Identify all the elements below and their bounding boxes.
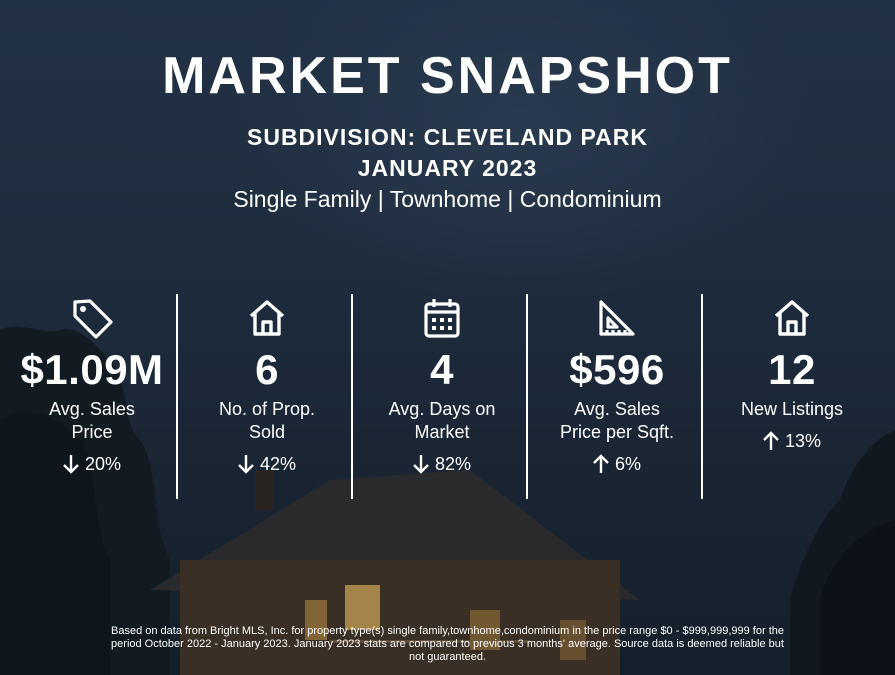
stat-change: 42%: [179, 452, 355, 476]
arrow-down-icon: [238, 455, 254, 474]
stat-days-on-market: 4 Avg. Days on Market 82%: [354, 296, 530, 476]
page-title: MARKET SNAPSHOT: [162, 47, 733, 105]
subdivision-heading: SUBDIVISION: CLEVELAND PARK: [247, 124, 648, 150]
stat-change: 6%: [529, 452, 705, 476]
stat-divider: [176, 294, 178, 499]
footnote-line: period October 2022 - January 2023. Janu…: [111, 638, 784, 650]
stat-change-value: 13%: [784, 431, 822, 451]
stat-label-line: Avg. Sales: [49, 399, 135, 419]
arrow-up-icon: [593, 454, 609, 473]
stat-change-value: 20%: [84, 454, 122, 474]
stat-change-value: 42%: [259, 454, 297, 474]
stat-price-per-sqft: $596 Avg. Sales Price per Sqft. 6%: [529, 296, 705, 476]
property-types: Single Family | Townhome | Condominium: [233, 186, 662, 212]
footnote-line: Based on data from Bright MLS, Inc. for …: [111, 625, 784, 637]
stat-value: $596: [569, 346, 665, 393]
stat-label-line: Sold: [248, 422, 286, 442]
set-square-ruler-icon: [529, 296, 705, 340]
house-icon: [179, 296, 355, 340]
arrow-down-icon: [413, 455, 429, 474]
stat-label-line: Avg. Sales: [574, 399, 660, 419]
stat-label-line: Price per Sqft.: [559, 422, 675, 442]
stat-value: 12: [768, 346, 816, 393]
stat-divider: [701, 294, 703, 499]
stat-change: 13%: [704, 429, 880, 453]
stat-label-line: Avg. Days on: [388, 399, 496, 419]
stat-change-value: 6%: [614, 454, 641, 474]
stat-label: Avg. Sales Price per Sqft.: [529, 398, 705, 446]
period-heading: JANUARY 2023: [357, 155, 538, 181]
stat-value: $1.09M: [20, 346, 164, 393]
price-tag-icon: [4, 296, 180, 340]
stat-label: Avg. Days on Market: [354, 398, 530, 446]
stat-new-listings: 12 New Listings 13%: [704, 296, 880, 453]
stat-divider: [351, 294, 353, 499]
stat-change: 82%: [354, 452, 530, 476]
stat-label-line: New Listings: [740, 399, 844, 419]
disclaimer-footnote: Based on data from Bright MLS, Inc. for …: [40, 625, 855, 664]
stat-change-value: 82%: [434, 454, 472, 474]
footnote-line: not guaranteed.: [408, 651, 487, 663]
arrow-up-icon: [763, 431, 779, 450]
stat-value: 6: [255, 346, 279, 393]
stat-label-line: Price: [71, 422, 113, 442]
arrow-down-icon: [63, 455, 79, 474]
calendar-icon: [354, 296, 530, 340]
stat-label: New Listings: [704, 398, 880, 422]
stat-change: 20%: [4, 452, 180, 476]
stat-value: 4: [430, 346, 454, 393]
stat-avg-sales-price: $1.09M Avg. Sales Price 20%: [4, 296, 180, 476]
stat-properties-sold: 6 No. of Prop. Sold 42%: [179, 296, 355, 476]
stat-label-line: Market: [414, 422, 470, 442]
stat-label-line: No. of Prop.: [218, 399, 316, 419]
stat-divider: [526, 294, 528, 499]
stat-label: No. of Prop. Sold: [179, 398, 355, 446]
stat-label: Avg. Sales Price: [4, 398, 180, 446]
house-icon: [704, 296, 880, 340]
